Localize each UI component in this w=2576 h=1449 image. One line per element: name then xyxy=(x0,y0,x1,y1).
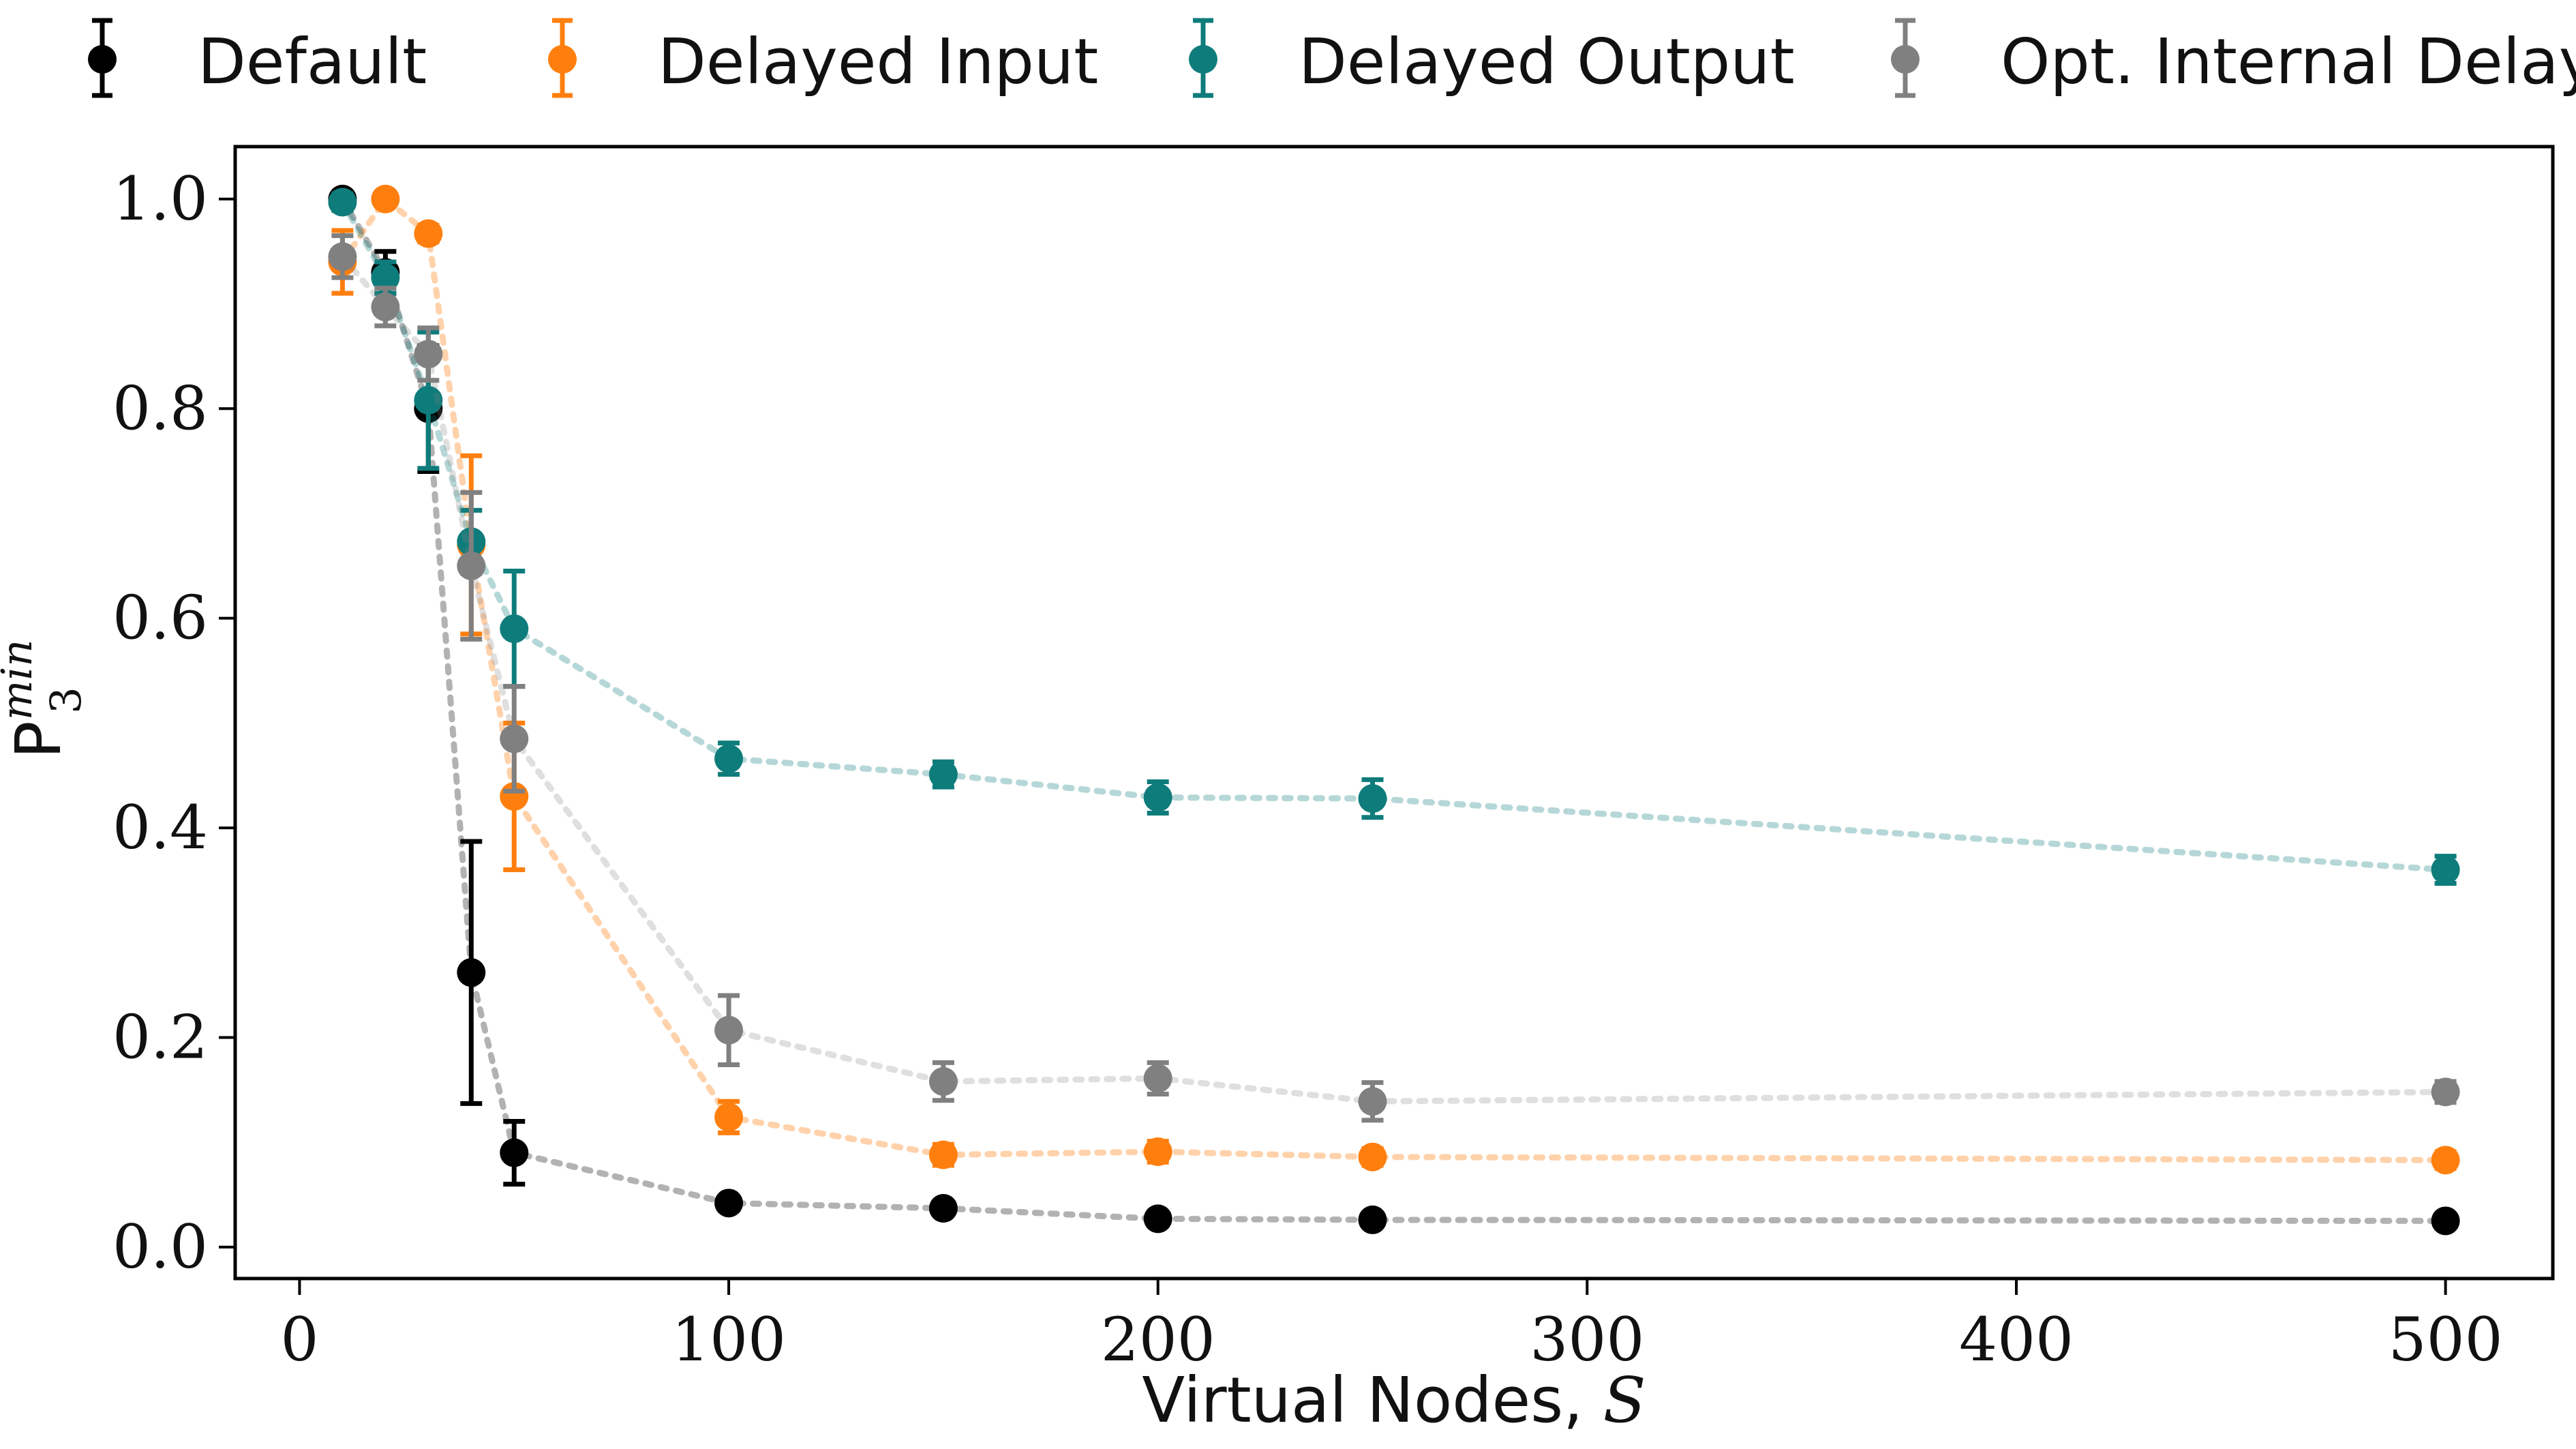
data-point xyxy=(2431,1077,2460,1107)
data-point xyxy=(457,551,486,580)
legend-marker xyxy=(1891,45,1920,74)
data-point xyxy=(1358,1205,1387,1234)
data-point xyxy=(1358,1142,1387,1171)
series-layer xyxy=(328,184,2460,1236)
x-tick-label: 500 xyxy=(2389,1304,2503,1375)
data-point xyxy=(500,614,529,644)
legend-marker xyxy=(1189,45,1217,74)
data-point xyxy=(1143,783,1172,812)
data-point xyxy=(714,1015,744,1045)
data-point xyxy=(1358,1087,1387,1116)
data-point xyxy=(457,958,486,987)
data-point xyxy=(414,219,443,248)
y-tick-label: 0.8 xyxy=(112,373,208,443)
x-axis: 0 100 200 300 400 500 xyxy=(280,1279,2503,1375)
y-axis-label-main: P xyxy=(2,721,75,758)
data-point xyxy=(928,1140,958,1169)
data-point xyxy=(500,1138,529,1167)
plot-frame xyxy=(233,145,2555,1281)
series-opt-internal-delay xyxy=(328,233,2460,1123)
x-tick-label: 400 xyxy=(1959,1304,2074,1375)
x-axis-label-text: Virtual Nodes, xyxy=(1142,1364,1603,1437)
x-axis-label: Virtual Nodes, S xyxy=(1142,1364,1646,1437)
legend-item: Default xyxy=(88,18,427,98)
data-point xyxy=(371,293,400,322)
data-point xyxy=(2431,855,2460,884)
data-point xyxy=(928,1194,958,1223)
y-tick-label: 0.2 xyxy=(112,1002,208,1072)
legend-label: Opt. Internal Delay xyxy=(2001,25,2576,98)
data-point xyxy=(714,1189,744,1218)
data-point xyxy=(928,1067,958,1096)
series-delayed-input xyxy=(328,184,2460,1175)
y-axis-label-subscript: 3 xyxy=(41,687,91,713)
data-point xyxy=(1143,1204,1172,1234)
legend-item: Delayed Input xyxy=(548,18,1098,98)
y-axis-label-superscript: min xyxy=(0,640,42,721)
x-tick-label: 200 xyxy=(1101,1304,1215,1375)
data-point xyxy=(1143,1137,1172,1167)
y-axis: 0.0 0.2 0.4 0.6 0.8 1.0 xyxy=(112,164,235,1282)
legend-label: Delayed Output xyxy=(1299,25,1795,98)
legend-marker xyxy=(548,45,577,74)
data-point xyxy=(414,385,443,415)
y-axis-label: P 3 min xyxy=(0,640,91,759)
legend-item: Opt. Internal Delay xyxy=(1891,18,2576,98)
data-point xyxy=(500,724,529,753)
data-point xyxy=(371,184,400,213)
data-point xyxy=(328,242,357,271)
data-point xyxy=(1358,784,1387,813)
x-tick-label: 300 xyxy=(1530,1304,1644,1375)
legend-marker xyxy=(88,45,117,74)
data-point xyxy=(371,263,400,293)
y-tick-label: 1.0 xyxy=(112,164,208,234)
series-delayed-output xyxy=(328,188,2460,886)
y-tick-label: 0.0 xyxy=(112,1212,208,1282)
data-point xyxy=(928,760,958,789)
data-point xyxy=(714,744,744,773)
series-line xyxy=(339,198,2449,873)
legend-label: Delayed Input xyxy=(658,25,1098,98)
series-line xyxy=(339,196,2449,1224)
legend-label: Default xyxy=(198,25,427,98)
data-point xyxy=(328,188,357,217)
legend-item: Delayed Output xyxy=(1189,18,1795,98)
series-line xyxy=(339,194,2449,1163)
data-point xyxy=(414,340,443,369)
series-line xyxy=(339,253,2449,1105)
x-tick-label: 100 xyxy=(671,1304,786,1375)
x-axis-label-variable: S xyxy=(1603,1364,1646,1437)
data-point xyxy=(1143,1064,1172,1093)
legend: Default Delayed Input Delayed Output Opt. I… xyxy=(88,18,2576,98)
data-point xyxy=(714,1103,744,1132)
data-point xyxy=(2431,1146,2460,1175)
y-tick-label: 0.4 xyxy=(112,792,208,863)
x-tick-label: 0 xyxy=(280,1304,318,1375)
data-point xyxy=(2431,1206,2460,1236)
y-tick-label: 0.6 xyxy=(112,583,208,653)
